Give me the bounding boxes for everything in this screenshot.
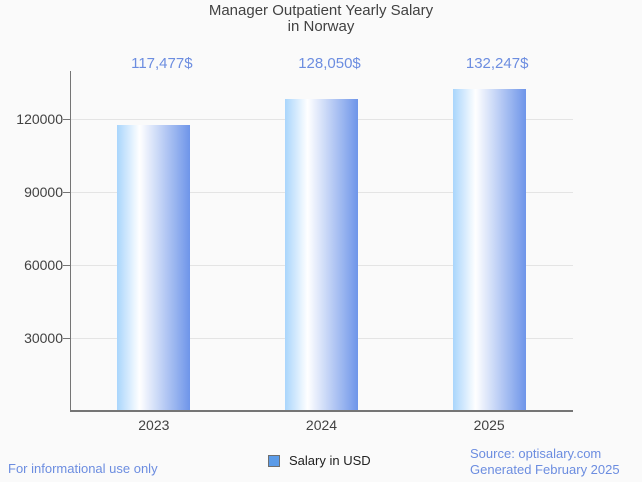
legend-label: Salary in USD xyxy=(289,453,371,468)
y-axis-line xyxy=(70,71,71,411)
y-tick xyxy=(63,264,70,266)
x-axis-label-2025: 2025 xyxy=(473,417,505,433)
y-axis-label: 60000 xyxy=(24,256,63,273)
bar-2025 xyxy=(452,89,526,411)
y-axis-label: 120000 xyxy=(16,110,63,127)
y-tick xyxy=(63,191,70,193)
chart-title: Manager Outpatient Yearly Salary in Norw… xyxy=(0,3,642,35)
bar-2024 xyxy=(285,99,358,411)
legend-swatch-icon xyxy=(268,454,280,467)
disclaimer-text: For informational use only xyxy=(8,461,158,476)
y-tick xyxy=(63,338,70,339)
chart-title-line2: in Norway xyxy=(287,18,355,35)
y-axis-label: 30000 xyxy=(24,330,63,346)
value-label-2025: 132,247$ xyxy=(465,55,529,72)
chart-title-line1: Manager Outpatient Yearly Salary xyxy=(208,2,434,19)
value-label-2023: 117,477$ xyxy=(131,55,193,72)
x-axis-label-2023: 2023 xyxy=(138,417,170,433)
value-label-2024: 128,050$ xyxy=(298,55,361,72)
bar-2023 xyxy=(117,125,191,411)
generated-date: Generated February 2025 xyxy=(470,462,620,477)
y-tick xyxy=(63,118,70,120)
source-link[interactable]: Source: optisalary.com xyxy=(470,446,602,461)
y-axis-label: 90000 xyxy=(24,183,63,200)
source-block: Source: optisalary.com Generated Februar… xyxy=(470,446,620,478)
x-axis-line xyxy=(70,410,573,412)
x-axis-label-2024: 2024 xyxy=(305,417,338,433)
legend: Salary in USD xyxy=(268,453,371,468)
